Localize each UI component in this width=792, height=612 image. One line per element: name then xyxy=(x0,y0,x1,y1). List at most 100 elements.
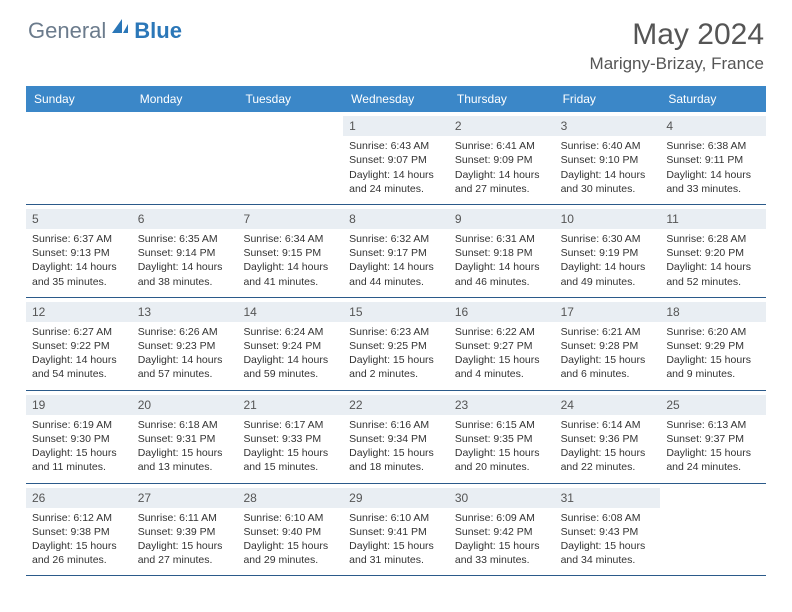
sunset-text: Sunset: 9:09 PM xyxy=(455,153,549,167)
sunset-text: Sunset: 9:27 PM xyxy=(455,339,549,353)
day-number-row: 23 xyxy=(449,395,555,415)
sunset-text: Sunset: 9:33 PM xyxy=(243,432,337,446)
day-cell: 17Sunrise: 6:21 AMSunset: 9:28 PMDayligh… xyxy=(555,298,661,390)
sunrise-text: Sunrise: 6:40 AM xyxy=(561,139,655,153)
sunset-text: Sunset: 9:22 PM xyxy=(32,339,126,353)
sunset-text: Sunset: 9:43 PM xyxy=(561,525,655,539)
day-cell: 5Sunrise: 6:37 AMSunset: 9:13 PMDaylight… xyxy=(26,205,132,297)
day-cell: 2Sunrise: 6:41 AMSunset: 9:09 PMDaylight… xyxy=(449,112,555,204)
sunset-text: Sunset: 9:41 PM xyxy=(349,525,443,539)
week-row: 1Sunrise: 6:43 AMSunset: 9:07 PMDaylight… xyxy=(26,112,766,205)
day-number: 30 xyxy=(455,491,468,505)
month-title: May 2024 xyxy=(590,18,764,52)
header: General Blue May 2024 Marigny-Brizay, Fr… xyxy=(0,0,792,80)
day-cell: 25Sunrise: 6:13 AMSunset: 9:37 PMDayligh… xyxy=(660,391,766,483)
day-number-row: 30 xyxy=(449,488,555,508)
daylight-text: Daylight: 15 hours and 34 minutes. xyxy=(561,539,655,567)
day-cell: 3 Sunrise: 6:40 AMSunset: 9:10 PMDaylight… xyxy=(555,112,661,204)
daylight-text: Daylight: 15 hours and 11 minutes. xyxy=(32,446,126,474)
day-number-row: 2 xyxy=(449,116,555,136)
day-number: 18 xyxy=(666,305,679,319)
sunrise-text: Sunrise: 6:35 AM xyxy=(138,232,232,246)
day-number-row xyxy=(132,116,238,120)
day-cell: 14 Sunrise: 6:24 AMSunset: 9:24 PMDayligh… xyxy=(237,298,343,390)
sunset-text: Sunset: 9:37 PM xyxy=(666,432,760,446)
day-number: 28 xyxy=(243,491,256,505)
day-cell: 20Sunrise: 6:18 AMSunset: 9:31 PMDayligh… xyxy=(132,391,238,483)
day-number-row: 7 xyxy=(237,209,343,229)
day-number-row xyxy=(660,488,766,492)
sunset-text: Sunset: 9:19 PM xyxy=(561,246,655,260)
day-cell: 21 Sunrise: 6:17 AMSunset: 9:33 PMDayligh… xyxy=(237,391,343,483)
sunrise-text: Sunrise: 6:18 AM xyxy=(138,418,232,432)
day-cell: 31Sunrise: 6:08 AMSunset: 9:43 PMDayligh… xyxy=(555,484,661,576)
sunset-text: Sunset: 9:20 PM xyxy=(666,246,760,260)
location-label: Marigny-Brizay, France xyxy=(590,54,764,74)
day-cell: 12Sunrise: 6:27 AMSunset: 9:22 PMDayligh… xyxy=(26,298,132,390)
day-number-row: 25 xyxy=(660,395,766,415)
day-number-row: 10 xyxy=(555,209,661,229)
logo: General Blue xyxy=(28,18,182,44)
daylight-text: Daylight: 14 hours and 35 minutes. xyxy=(32,260,126,288)
day-number: 26 xyxy=(32,491,45,505)
day-number: 21 xyxy=(243,398,256,412)
day-number-row: 20 xyxy=(132,395,238,415)
day-cell: 27Sunrise: 6:11 AMSunset: 9:39 PMDayligh… xyxy=(132,484,238,576)
daylight-text: Daylight: 15 hours and 9 minutes. xyxy=(666,353,760,381)
sunset-text: Sunset: 9:25 PM xyxy=(349,339,443,353)
day-cell: 6Sunrise: 6:35 AMSunset: 9:14 PMDaylight… xyxy=(132,205,238,297)
daylight-text: Daylight: 15 hours and 29 minutes. xyxy=(243,539,337,567)
day-number-row: 29 xyxy=(343,488,449,508)
daylight-text: Daylight: 14 hours and 49 minutes. xyxy=(561,260,655,288)
day-cell: 23Sunrise: 6:15 AMSunset: 9:35 PMDayligh… xyxy=(449,391,555,483)
day-number: 14 xyxy=(243,305,256,319)
daylight-text: Daylight: 15 hours and 24 minutes. xyxy=(666,446,760,474)
day-cell: 10Sunrise: 6:30 AMSunset: 9:19 PMDayligh… xyxy=(555,205,661,297)
daylight-text: Daylight: 14 hours and 59 minutes. xyxy=(243,353,337,381)
day-number-row: 24 xyxy=(555,395,661,415)
sunset-text: Sunset: 9:11 PM xyxy=(666,153,760,167)
daylight-text: Daylight: 15 hours and 33 minutes. xyxy=(455,539,549,567)
day-number-row: 16 xyxy=(449,302,555,322)
sunset-text: Sunset: 9:10 PM xyxy=(561,153,655,167)
daylight-text: Daylight: 15 hours and 27 minutes. xyxy=(138,539,232,567)
sunrise-text: Sunrise: 6:10 AM xyxy=(349,511,443,525)
daylight-text: Daylight: 15 hours and 20 minutes. xyxy=(455,446,549,474)
day-number-row: 22 xyxy=(343,395,449,415)
day-cell: 30 Sunrise: 6:09 AMSunset: 9:42 PMDayligh… xyxy=(449,484,555,576)
sunrise-text: Sunrise: 6:21 AM xyxy=(561,325,655,339)
day-number-row: 3 xyxy=(555,116,661,136)
sunrise-text: Sunrise: 6:19 AM xyxy=(32,418,126,432)
day-number-row: 26 xyxy=(26,488,132,508)
daylight-text: Daylight: 14 hours and 54 minutes. xyxy=(32,353,126,381)
daylight-text: Daylight: 14 hours and 44 minutes. xyxy=(349,260,443,288)
daylight-text: Daylight: 14 hours and 30 minutes. xyxy=(561,168,655,196)
daylight-text: Daylight: 15 hours and 26 minutes. xyxy=(32,539,126,567)
sunrise-text: Sunrise: 6:12 AM xyxy=(32,511,126,525)
sunset-text: Sunset: 9:29 PM xyxy=(666,339,760,353)
day-number-row: 13 xyxy=(132,302,238,322)
sunrise-text: Sunrise: 6:20 AM xyxy=(666,325,760,339)
sunset-text: Sunset: 9:24 PM xyxy=(243,339,337,353)
sunrise-text: Sunrise: 6:09 AM xyxy=(455,511,549,525)
daylight-text: Daylight: 15 hours and 15 minutes. xyxy=(243,446,337,474)
daylight-text: Daylight: 14 hours and 33 minutes. xyxy=(666,168,760,196)
day-cell: 9Sunrise: 6:31 AMSunset: 9:18 PMDaylight… xyxy=(449,205,555,297)
day-number: 6 xyxy=(138,212,145,226)
day-number: 11 xyxy=(666,212,678,226)
sunrise-text: Sunrise: 6:17 AM xyxy=(243,418,337,432)
day-number: 31 xyxy=(561,491,574,505)
day-cell: 18 Sunrise: 6:20 AMSunset: 9:29 PMDayligh… xyxy=(660,298,766,390)
day-number-row: 21 xyxy=(237,395,343,415)
day-cell xyxy=(26,112,132,204)
sunrise-text: Sunrise: 6:24 AM xyxy=(243,325,337,339)
weeks-container: 1Sunrise: 6:43 AMSunset: 9:07 PMDaylight… xyxy=(26,112,766,576)
day-number-row: 17 xyxy=(555,302,661,322)
day-number: 25 xyxy=(666,398,679,412)
day-number: 17 xyxy=(561,305,574,319)
sunset-text: Sunset: 9:42 PM xyxy=(455,525,549,539)
day-number-row: 11 xyxy=(660,209,766,229)
sunrise-text: Sunrise: 6:10 AM xyxy=(243,511,337,525)
day-number-row: 31 xyxy=(555,488,661,508)
day-number: 23 xyxy=(455,398,468,412)
